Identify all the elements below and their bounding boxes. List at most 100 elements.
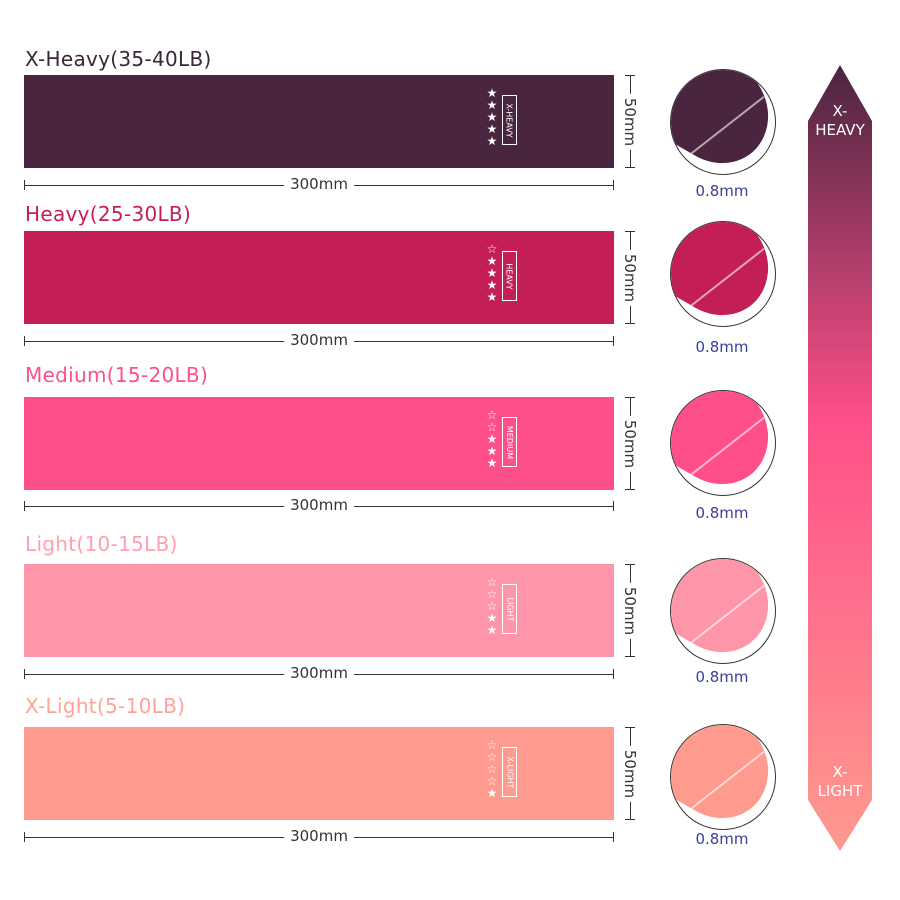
- dimension-cap: [625, 819, 635, 820]
- resistance-band: ★ ★ ★ ☆ ☆ MEDIUM: [24, 397, 614, 490]
- strength-stars: ★ ★ ★ ★ ☆: [486, 243, 498, 303]
- resistance-scale-arrow: [808, 65, 872, 851]
- thickness-closeup: [670, 69, 776, 175]
- dimension-cap: [613, 832, 614, 842]
- thickness-closeup: [670, 221, 776, 327]
- star-filled-icon: ★: [486, 456, 498, 470]
- dimension-cap: [24, 180, 25, 190]
- resistance-band: ★ ★ ★ ★ ★ X-HEAVY: [24, 75, 614, 168]
- band-fold-image: [671, 222, 775, 326]
- dimension-cap: [24, 336, 25, 346]
- dimension-cap: [625, 167, 635, 168]
- strength-tag-text: MEDIUM: [505, 425, 515, 459]
- star-filled-icon: ★: [486, 432, 498, 446]
- star-filled-icon: ★: [486, 623, 498, 637]
- length-dimension: 300mm: [24, 496, 614, 514]
- strength-stars: ★ ★ ★ ☆ ☆: [486, 409, 498, 469]
- star-empty-icon: ☆: [486, 420, 498, 434]
- thickness-label: 0.8mm: [695, 338, 749, 356]
- scale-bottom-label: X- LIGHT: [817, 763, 863, 800]
- dimension-cap: [625, 397, 635, 398]
- star-filled-icon: ★: [486, 290, 498, 304]
- strength-stars: ★ ★ ☆ ☆ ☆: [486, 576, 498, 636]
- strength-tag-text: X-HEAVY: [505, 102, 515, 138]
- width-label: 50mm: [621, 249, 639, 306]
- width-label: 50mm: [621, 745, 639, 802]
- dimension-cap: [625, 656, 635, 657]
- star-empty-icon: ☆: [486, 242, 498, 256]
- star-empty-icon: ☆: [486, 587, 498, 601]
- star-filled-icon: ★: [486, 278, 498, 292]
- dimension-cap: [625, 489, 635, 490]
- star-filled-icon: ★: [486, 786, 498, 800]
- dimension-cap: [613, 336, 614, 346]
- thickness-label: 0.8mm: [695, 668, 749, 686]
- length-dimension: 300mm: [24, 331, 614, 349]
- width-dimension: 50mm: [620, 727, 640, 820]
- star-filled-icon: ★: [486, 122, 498, 136]
- strength-tag: X-HEAVY: [502, 95, 517, 145]
- thickness-closeup: [670, 724, 776, 830]
- star-empty-icon: ☆: [486, 762, 498, 776]
- strength-tag: MEDIUM: [502, 417, 517, 467]
- width-dimension: 50mm: [620, 564, 640, 657]
- band-fold-image: [671, 391, 775, 495]
- thickness-label: 0.8mm: [695, 182, 749, 200]
- width-label: 50mm: [621, 582, 639, 639]
- strength-tag-text: LIGHT: [505, 597, 515, 621]
- length-dimension: 300mm: [24, 664, 614, 682]
- star-filled-icon: ★: [486, 611, 498, 625]
- length-label: 300mm: [284, 175, 354, 193]
- length-label: 300mm: [284, 827, 354, 845]
- strength-stars: ★ ★ ★ ★ ★: [486, 87, 498, 147]
- thickness-label: 0.8mm: [695, 504, 749, 522]
- star-empty-icon: ☆: [486, 575, 498, 589]
- strength-tag: X-LIGHT: [502, 747, 517, 797]
- strength-tag: HEAVY: [502, 251, 517, 301]
- width-label: 50mm: [621, 93, 639, 150]
- length-label: 300mm: [284, 496, 354, 514]
- band-title: Medium(15-20LB): [25, 363, 209, 387]
- length-label: 300mm: [284, 331, 354, 349]
- dimension-cap: [625, 564, 635, 565]
- band-title: Heavy(25-30LB): [25, 202, 192, 226]
- band-title: Light(10-15LB): [25, 532, 178, 556]
- dimension-cap: [613, 669, 614, 679]
- strength-stars: ★ ☆ ☆ ☆ ☆: [486, 739, 498, 799]
- strength-tag-text: HEAVY: [505, 262, 515, 290]
- thickness-label: 0.8mm: [695, 830, 749, 848]
- dimension-cap: [613, 501, 614, 511]
- dimension-cap: [24, 832, 25, 842]
- thickness-closeup: [670, 558, 776, 664]
- resistance-band: ★ ★ ★ ★ ☆ HEAVY: [24, 231, 614, 324]
- star-filled-icon: ★: [486, 98, 498, 112]
- band-title: X-Heavy(35-40LB): [25, 47, 212, 71]
- star-empty-icon: ☆: [486, 750, 498, 764]
- width-label: 50mm: [621, 415, 639, 472]
- star-filled-icon: ★: [486, 110, 498, 124]
- dimension-cap: [625, 75, 635, 76]
- length-dimension: 300mm: [24, 175, 614, 193]
- scale-top-label: X- HEAVY: [815, 102, 865, 139]
- band-fold-image: [671, 725, 775, 829]
- star-filled-icon: ★: [486, 444, 498, 458]
- star-empty-icon: ☆: [486, 408, 498, 422]
- dimension-cap: [24, 501, 25, 511]
- star-filled-icon: ★: [486, 134, 498, 148]
- dimension-cap: [625, 727, 635, 728]
- star-empty-icon: ☆: [486, 599, 498, 613]
- star-filled-icon: ★: [486, 86, 498, 100]
- band-fold-image: [671, 70, 775, 174]
- width-dimension: 50mm: [620, 397, 640, 490]
- thickness-closeup: [670, 390, 776, 496]
- band-title: X-Light(5-10LB): [25, 694, 186, 718]
- star-empty-icon: ☆: [486, 738, 498, 752]
- length-dimension: 300mm: [24, 827, 614, 845]
- dimension-cap: [613, 180, 614, 190]
- strength-tag-text: X-LIGHT: [505, 756, 515, 788]
- star-filled-icon: ★: [486, 266, 498, 280]
- resistance-band: ★ ★ ☆ ☆ ☆ LIGHT: [24, 564, 614, 657]
- dimension-cap: [625, 231, 635, 232]
- dimension-cap: [24, 669, 25, 679]
- star-empty-icon: ☆: [486, 774, 498, 788]
